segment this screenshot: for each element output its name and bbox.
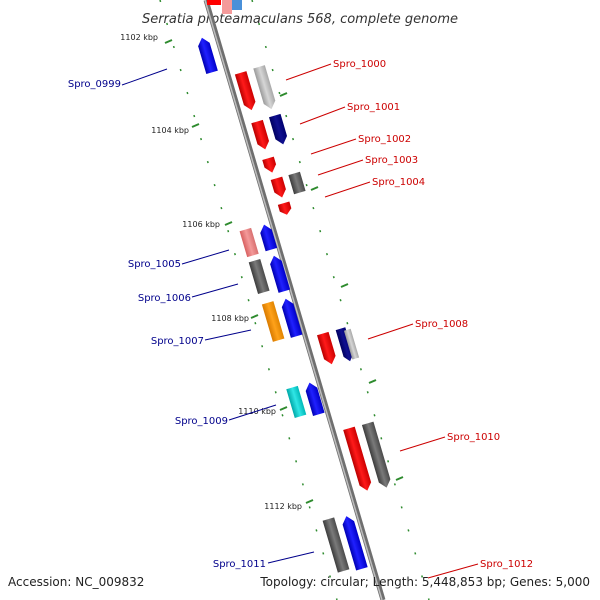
accession-label: Accession: NC_009832 [8,575,144,589]
outer-tick-track [251,0,430,600]
kbp-tick-label: 1102 kbp [120,33,158,42]
gene-label: Spro_1009 [175,416,228,427]
kbp-tick-mark [191,123,200,128]
gene-spro-1009-cyan [286,385,307,419]
gene-label: Spro_1011 [213,559,266,570]
gene-label: Spro_1002 [358,134,411,145]
gene-spro-1010 [343,426,372,491]
gene-spro-1011-gray [322,517,350,573]
gene-label: Spro_0999 [68,79,121,90]
gene-spro-1008-navy [335,327,354,362]
gene-label: Spro_1005 [128,259,181,270]
gene-label: Spro_1003 [365,155,418,166]
kbp-tick-label: 1112 kbp [264,502,302,511]
gene-label: Spro_1008 [415,319,468,330]
gene-spro-1007 [281,298,303,338]
gene-spro-1003 [270,176,286,198]
gene-label: Spro_1012 [480,559,533,570]
gene-spro-0999 [198,37,218,74]
gene-spro-1000-gray [253,65,276,110]
gene-label: Spro_1000 [333,59,386,70]
kbp-tick-mark [164,39,173,44]
kbp-tick-label: 1106 kbp [182,220,220,229]
backbone-line [203,0,386,600]
kbp-tick-label: 1104 kbp [151,126,189,135]
gene-label: Spro_1006 [138,293,191,304]
gene-spro-1005 [260,224,278,252]
gene-spro-1001-navy [269,113,288,145]
gene-label: Spro_1007 [151,336,204,347]
inner-tick-track [159,0,338,600]
gene-label: Spro_1001 [347,102,400,113]
gene-spro-1006-gray [248,258,270,295]
gene-spro-1006 [270,255,291,293]
kbp-tick-mark [224,221,233,226]
gene-spro-1007-orange [261,301,285,342]
kbp-tick-label: 1108 kbp [211,314,249,323]
gene-label: Spro_1004 [372,177,425,188]
reverse-genes [234,65,391,491]
forward-gene-labels: Spro_0999 Spro_1005 Spro_1006 Spro_1007 … [68,79,266,570]
backbone-highlight [204,0,383,600]
gene-spro-1004 [277,201,292,215]
gene-spro-1009 [305,382,325,417]
gene-spro-1001 [251,119,270,150]
gene-spro-1005-pink [239,227,259,258]
kbp-tick-mark [305,499,314,504]
forward-genes [198,37,368,573]
outer-ticks [279,92,404,481]
kbp-tick-mark [279,406,288,411]
gene-spro-1000 [234,71,256,111]
gene-spro-1011 [342,516,368,571]
gene-spro-1008 [317,331,336,365]
gene-spro-1002 [262,156,277,173]
genome-info-label: Topology: circular; Length: 5,448,853 bp… [259,575,590,589]
gene-spro-1010-gray [361,421,391,488]
gene-spro-1008-lightgray [343,328,360,360]
reverse-gene-leaders [285,63,479,579]
gene-label: Spro_1010 [447,432,500,443]
kbp-tick-mark [250,314,259,319]
reverse-gene-labels: Spro_1000 Spro_1001 Spro_1002 Spro_1003 … [333,59,533,570]
top-clipped-genes [207,0,242,14]
forward-gene-leaders [121,68,315,564]
map-title: Serratia proteamaculans 568, complete ge… [142,12,458,27]
gene-spro-1003-gray [288,171,306,195]
